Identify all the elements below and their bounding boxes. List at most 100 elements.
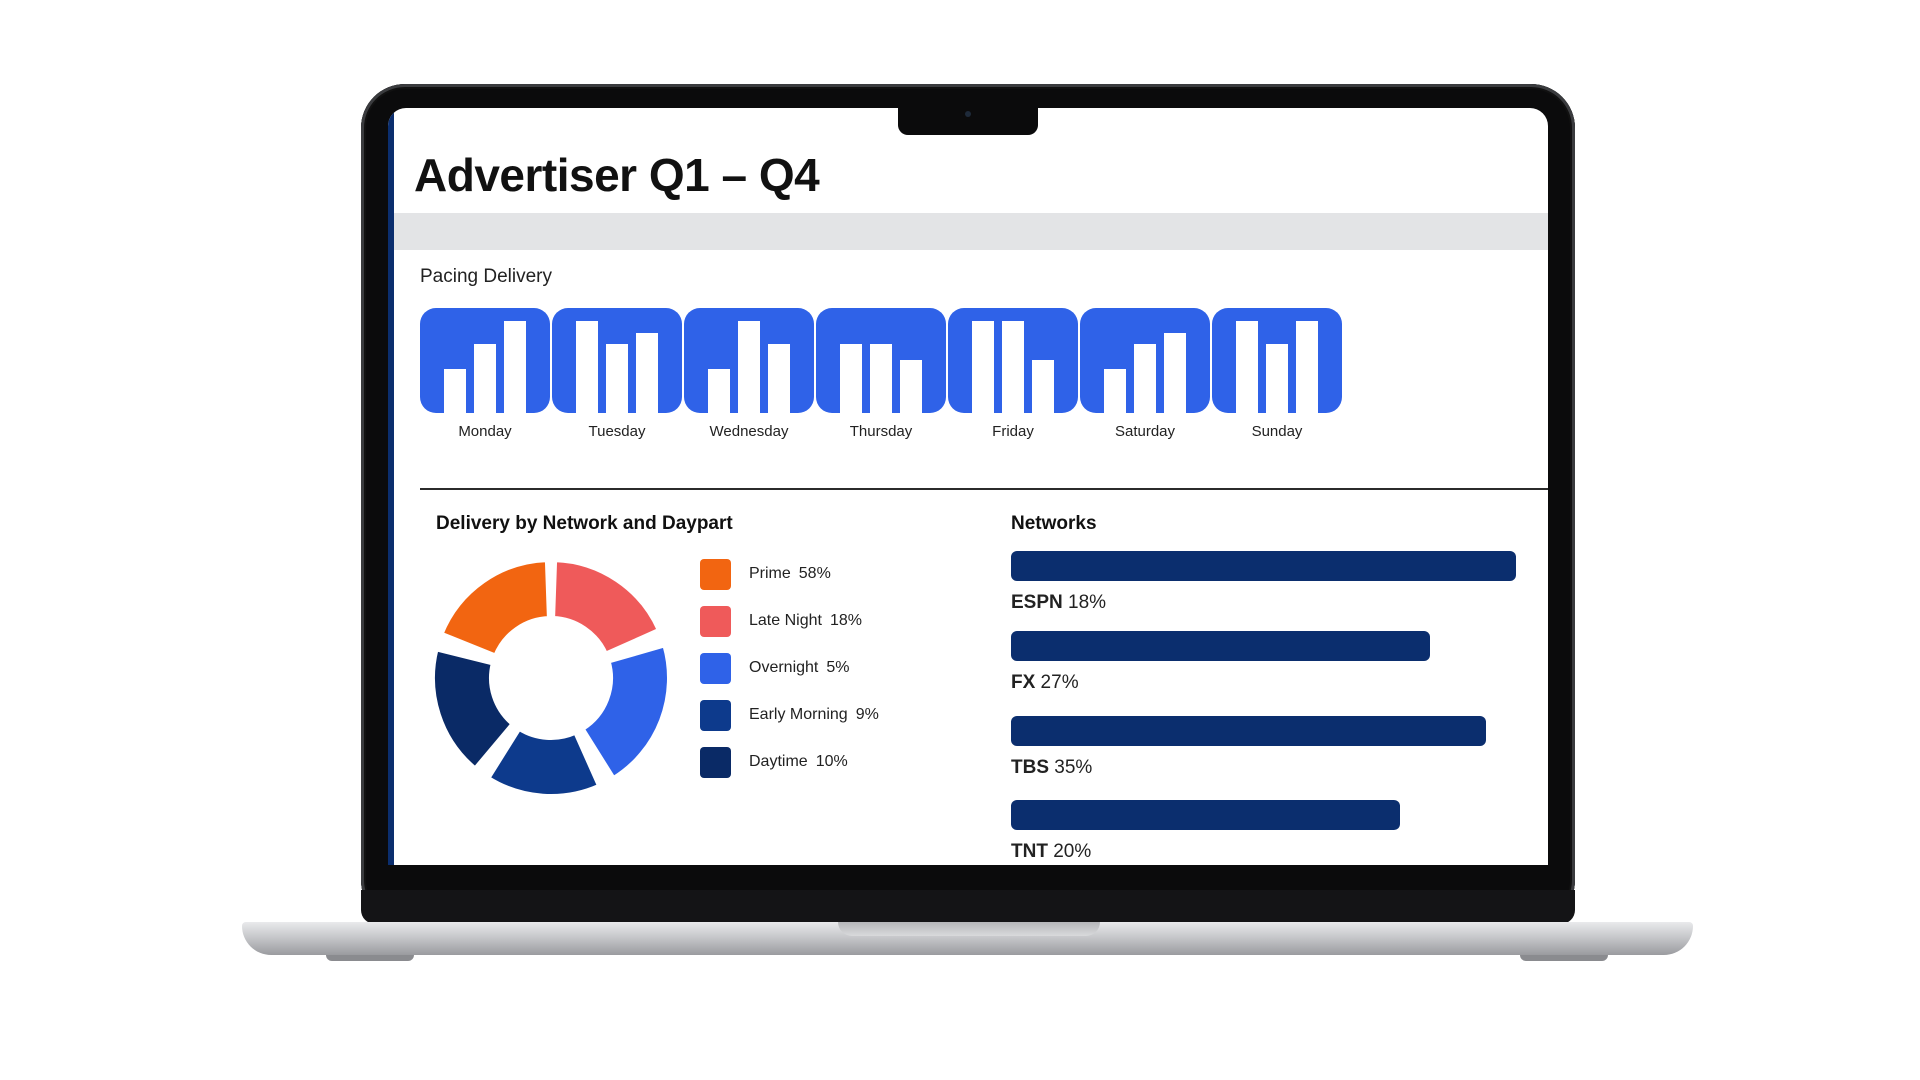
daypart-legend: Prime 58% Late Night 18% Overnight 5% Early Mo… bbox=[700, 559, 879, 794]
pacing-delivery-label: Pacing Delivery bbox=[420, 266, 552, 287]
network-name: FX bbox=[1011, 672, 1036, 693]
day-tile-wednesday[interactable]: Wednesday bbox=[684, 308, 814, 440]
day-tile-saturday[interactable]: Saturday bbox=[1080, 308, 1210, 440]
day-label: Friday bbox=[992, 423, 1034, 440]
network-label: TBS 35% bbox=[1011, 757, 1486, 779]
network-percent: 27% bbox=[1035, 672, 1079, 693]
page-title: Advertiser Q1 – Q4 bbox=[414, 149, 820, 201]
legend-name: Daytime bbox=[749, 753, 808, 770]
pacing-bar bbox=[840, 344, 862, 413]
network-bar[interactable] bbox=[1011, 551, 1516, 581]
pacing-bar bbox=[1266, 344, 1288, 413]
networks-title: Networks bbox=[1011, 513, 1097, 534]
legend-item: Late Night 18% bbox=[700, 606, 879, 653]
legend-percent: 5% bbox=[826, 659, 850, 676]
legend-percent: 9% bbox=[855, 706, 879, 723]
pacing-bar bbox=[870, 344, 892, 413]
donut-slice-overnight[interactable] bbox=[580, 643, 671, 781]
day-tile-friday[interactable]: Friday bbox=[948, 308, 1078, 440]
legend-label: Daytime 10% bbox=[749, 747, 848, 777]
daypart-donut-chart bbox=[431, 558, 671, 798]
day-label: Thursday bbox=[849, 423, 913, 440]
day-label: Monday bbox=[458, 423, 512, 440]
legend-swatch bbox=[700, 700, 731, 731]
laptop-foot-left bbox=[326, 955, 414, 961]
laptop-bezel-bottom bbox=[361, 890, 1575, 924]
legend-name: Overnight bbox=[749, 659, 819, 676]
network-name: TNT bbox=[1011, 841, 1048, 862]
network-name: TBS bbox=[1011, 757, 1049, 778]
donut-slice-prime[interactable] bbox=[439, 558, 551, 658]
day-tile-tuesday[interactable]: Tuesday bbox=[552, 308, 682, 440]
legend-item: Prime 58% bbox=[700, 559, 879, 606]
bar-chart-icon bbox=[948, 308, 1078, 413]
legend-label: Overnight 5% bbox=[749, 653, 850, 683]
pacing-bar bbox=[1296, 321, 1318, 413]
legend-swatch bbox=[700, 559, 731, 590]
network-row-espn: ESPN 18% bbox=[1011, 551, 1516, 614]
bar-chart-icon bbox=[816, 308, 946, 413]
pacing-bar bbox=[900, 360, 922, 413]
day-label: Wednesday bbox=[709, 423, 789, 440]
section-divider bbox=[420, 488, 1548, 490]
pacing-bar bbox=[444, 369, 466, 413]
network-label: FX 27% bbox=[1011, 672, 1430, 694]
bar-chart-icon bbox=[552, 308, 682, 413]
network-row-tnt: TNT 20% bbox=[1011, 800, 1400, 863]
pacing-bar bbox=[1134, 344, 1156, 413]
legend-name: Late Night bbox=[749, 612, 822, 629]
day-tile-monday[interactable]: Monday bbox=[420, 308, 550, 440]
network-row-tbs: TBS 35% bbox=[1011, 716, 1486, 779]
legend-percent: 58% bbox=[798, 565, 831, 582]
pacing-bar bbox=[576, 321, 598, 413]
legend-label: Early Morning 9% bbox=[749, 700, 879, 730]
network-label: ESPN 18% bbox=[1011, 592, 1516, 614]
laptop-foot-right bbox=[1520, 955, 1608, 961]
donut-slice-late-night[interactable] bbox=[551, 558, 661, 656]
camera-icon bbox=[965, 111, 971, 117]
pacing-bar bbox=[768, 344, 790, 413]
bar-chart-icon bbox=[1080, 308, 1210, 413]
day-label: Sunday bbox=[1251, 423, 1303, 440]
network-percent: 20% bbox=[1047, 841, 1092, 862]
legend-swatch bbox=[700, 606, 731, 637]
legend-item: Daytime 10% bbox=[700, 747, 879, 794]
pacing-bar bbox=[1236, 321, 1258, 413]
legend-percent: 18% bbox=[829, 612, 862, 629]
donut-slice-daytime[interactable] bbox=[431, 647, 515, 771]
network-bar[interactable] bbox=[1011, 800, 1400, 830]
network-row-fx: FX 27% bbox=[1011, 631, 1430, 694]
bar-chart-icon bbox=[420, 308, 550, 413]
bar-chart-icon bbox=[684, 308, 814, 413]
pacing-bar bbox=[636, 333, 658, 413]
daypart-chart-title: Delivery by Network and Daypart bbox=[436, 513, 733, 534]
pacing-bar bbox=[504, 321, 526, 413]
pacing-bar bbox=[1104, 369, 1126, 413]
pacing-bar bbox=[1164, 333, 1186, 413]
network-label: TNT 20% bbox=[1011, 841, 1400, 863]
network-bar[interactable] bbox=[1011, 716, 1486, 746]
day-tile-sunday[interactable]: Sunday bbox=[1212, 308, 1342, 440]
day-tile-thursday[interactable]: Thursday bbox=[816, 308, 946, 440]
legend-label: Late Night 18% bbox=[749, 606, 862, 636]
legend-label: Prime 58% bbox=[749, 559, 831, 589]
screen-edge bbox=[388, 108, 394, 865]
legend-swatch bbox=[700, 747, 731, 778]
pacing-bar bbox=[474, 344, 496, 413]
header-band bbox=[394, 213, 1548, 250]
pacing-bar bbox=[1002, 321, 1024, 413]
network-name: ESPN bbox=[1011, 592, 1063, 613]
network-percent: 18% bbox=[1062, 592, 1107, 613]
donut-slice-early-morning[interactable] bbox=[486, 726, 601, 798]
legend-item: Overnight 5% bbox=[700, 653, 879, 700]
laptop-base-notch bbox=[838, 922, 1100, 936]
legend-swatch bbox=[700, 653, 731, 684]
pacing-bar bbox=[1032, 360, 1054, 413]
legend-percent: 10% bbox=[815, 753, 848, 770]
laptop-screen: Advertiser Q1 – Q4 Pacing Delivery Monda… bbox=[388, 108, 1548, 865]
pacing-bar bbox=[708, 369, 730, 413]
network-bar[interactable] bbox=[1011, 631, 1430, 661]
legend-item: Early Morning 9% bbox=[700, 700, 879, 747]
pacing-bar bbox=[972, 321, 994, 413]
legend-name: Prime bbox=[749, 565, 791, 582]
